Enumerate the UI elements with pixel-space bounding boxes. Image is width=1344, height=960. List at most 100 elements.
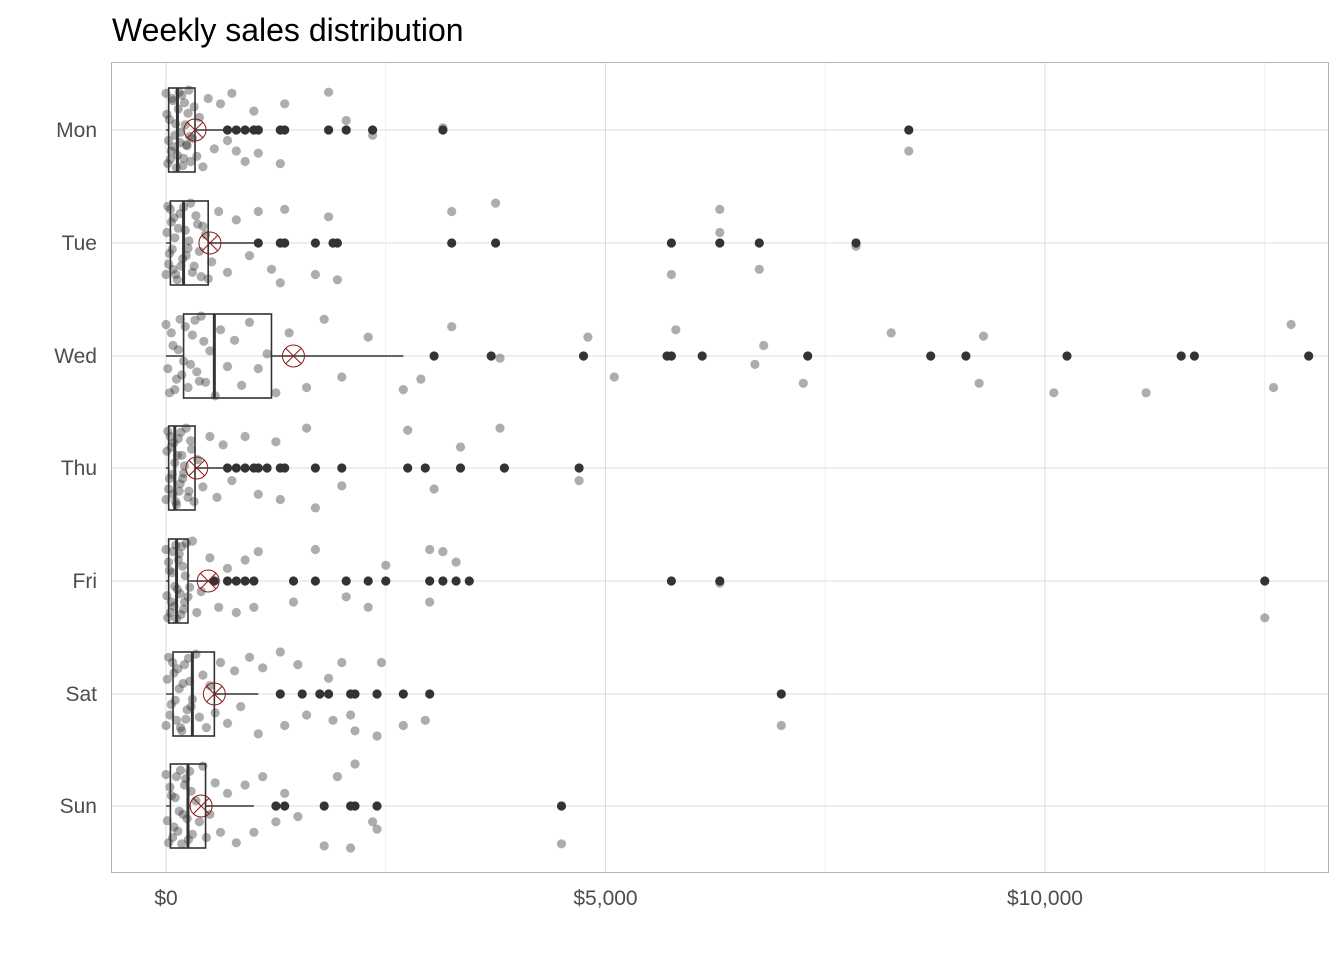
outlier-point — [961, 351, 971, 361]
jitter-point — [341, 592, 351, 602]
jitter-point — [319, 314, 329, 324]
jitter-point — [161, 319, 171, 330]
jitter-point — [715, 227, 725, 238]
jitter-point — [162, 674, 172, 684]
outlier-point — [464, 576, 474, 586]
jitter-point — [166, 328, 176, 338]
outlier-point — [429, 351, 439, 361]
outlier-point — [253, 125, 263, 135]
jitter-point — [271, 437, 281, 447]
jitter-point — [215, 827, 226, 837]
jitter-point — [240, 431, 250, 442]
jitter-point — [171, 715, 182, 725]
outlier-point — [715, 238, 725, 248]
jitter-point — [179, 461, 190, 471]
jitter-point — [302, 423, 312, 433]
outlier-point — [1260, 576, 1270, 586]
jitter-point — [609, 372, 619, 382]
mean-marker — [281, 344, 305, 368]
jitter-point — [192, 367, 202, 377]
jitter-point — [167, 93, 177, 104]
mean-marker — [198, 231, 222, 255]
jitter-point — [167, 568, 177, 578]
jitter-point — [324, 212, 334, 222]
outlier-point — [438, 125, 448, 135]
jitter-point — [162, 227, 172, 238]
jitter-point — [372, 824, 382, 834]
jitter-point — [173, 826, 183, 836]
jitter-point — [182, 141, 192, 151]
jitter-point — [1286, 319, 1296, 330]
mean-marker — [196, 569, 220, 593]
jitter-point — [163, 364, 173, 374]
mean-markers — [183, 118, 305, 818]
outlier-point — [341, 576, 351, 586]
jitter-point — [328, 715, 338, 725]
outlier-point — [275, 689, 285, 699]
jitter-point — [215, 657, 226, 668]
jitter-point — [253, 206, 263, 217]
jitter-point — [182, 705, 192, 715]
jitter-point — [194, 817, 204, 827]
jitter-point — [266, 264, 277, 274]
plot-panel-border — [111, 62, 1329, 873]
jitter-point — [179, 660, 190, 670]
outlier-point — [280, 238, 290, 248]
y-tick-label: Thu — [61, 457, 97, 480]
jitter-point — [280, 204, 290, 214]
outlier-point — [280, 125, 290, 135]
jitter-point — [177, 90, 187, 100]
jitter-point — [183, 243, 193, 253]
jitter-point — [346, 710, 356, 720]
jitter-point — [240, 555, 250, 565]
jitter-point — [447, 322, 457, 332]
jitter-point — [237, 380, 247, 390]
jitter-point — [163, 159, 173, 169]
outlier-point — [332, 238, 342, 248]
outlier-point — [310, 463, 320, 473]
jitter-point — [249, 106, 259, 116]
outlier-point — [556, 801, 567, 811]
jitter-point — [750, 359, 760, 369]
outlier-point — [222, 576, 233, 586]
outlier-point — [455, 463, 466, 473]
y-axis: Mon Tue Wed Thu Fri Sat Sun — [54, 119, 97, 818]
jitter-point — [280, 99, 290, 109]
outlier-point — [372, 801, 382, 811]
box — [167, 538, 189, 624]
outlier-point — [363, 576, 373, 586]
jitter-point — [189, 497, 199, 507]
jitter-point — [363, 602, 373, 612]
jitter-point — [177, 370, 187, 380]
jitter-point — [904, 146, 914, 156]
mean-marker-circle — [202, 682, 226, 706]
jitter-point — [175, 314, 185, 324]
y-tick-label: Fri — [73, 570, 98, 593]
jitter-point — [186, 444, 197, 454]
jitter-point — [271, 817, 281, 827]
mean-marker-circle — [281, 344, 305, 368]
jitter-point — [222, 267, 233, 277]
jitter-point — [363, 332, 373, 342]
jitter-point — [163, 426, 173, 436]
jitter-point — [455, 442, 466, 452]
jitter-point — [288, 597, 299, 607]
outlier-point — [486, 351, 496, 361]
outlier-point — [231, 463, 241, 473]
x-tick-label: $0 — [154, 887, 177, 910]
jitter-point — [161, 769, 171, 780]
outlier-point — [350, 689, 360, 699]
jitter-point — [201, 377, 211, 387]
jitter-point — [169, 668, 179, 678]
jitter-point — [350, 726, 360, 736]
jitter-point — [222, 361, 233, 372]
jitter-point — [205, 346, 215, 356]
jitter-point — [190, 315, 200, 325]
jitter-point — [187, 536, 197, 546]
outlier-point — [262, 463, 272, 473]
jitter-point — [253, 489, 263, 499]
jitter-point — [164, 114, 175, 125]
jitter-point — [495, 353, 505, 363]
outlier-point — [754, 238, 764, 248]
